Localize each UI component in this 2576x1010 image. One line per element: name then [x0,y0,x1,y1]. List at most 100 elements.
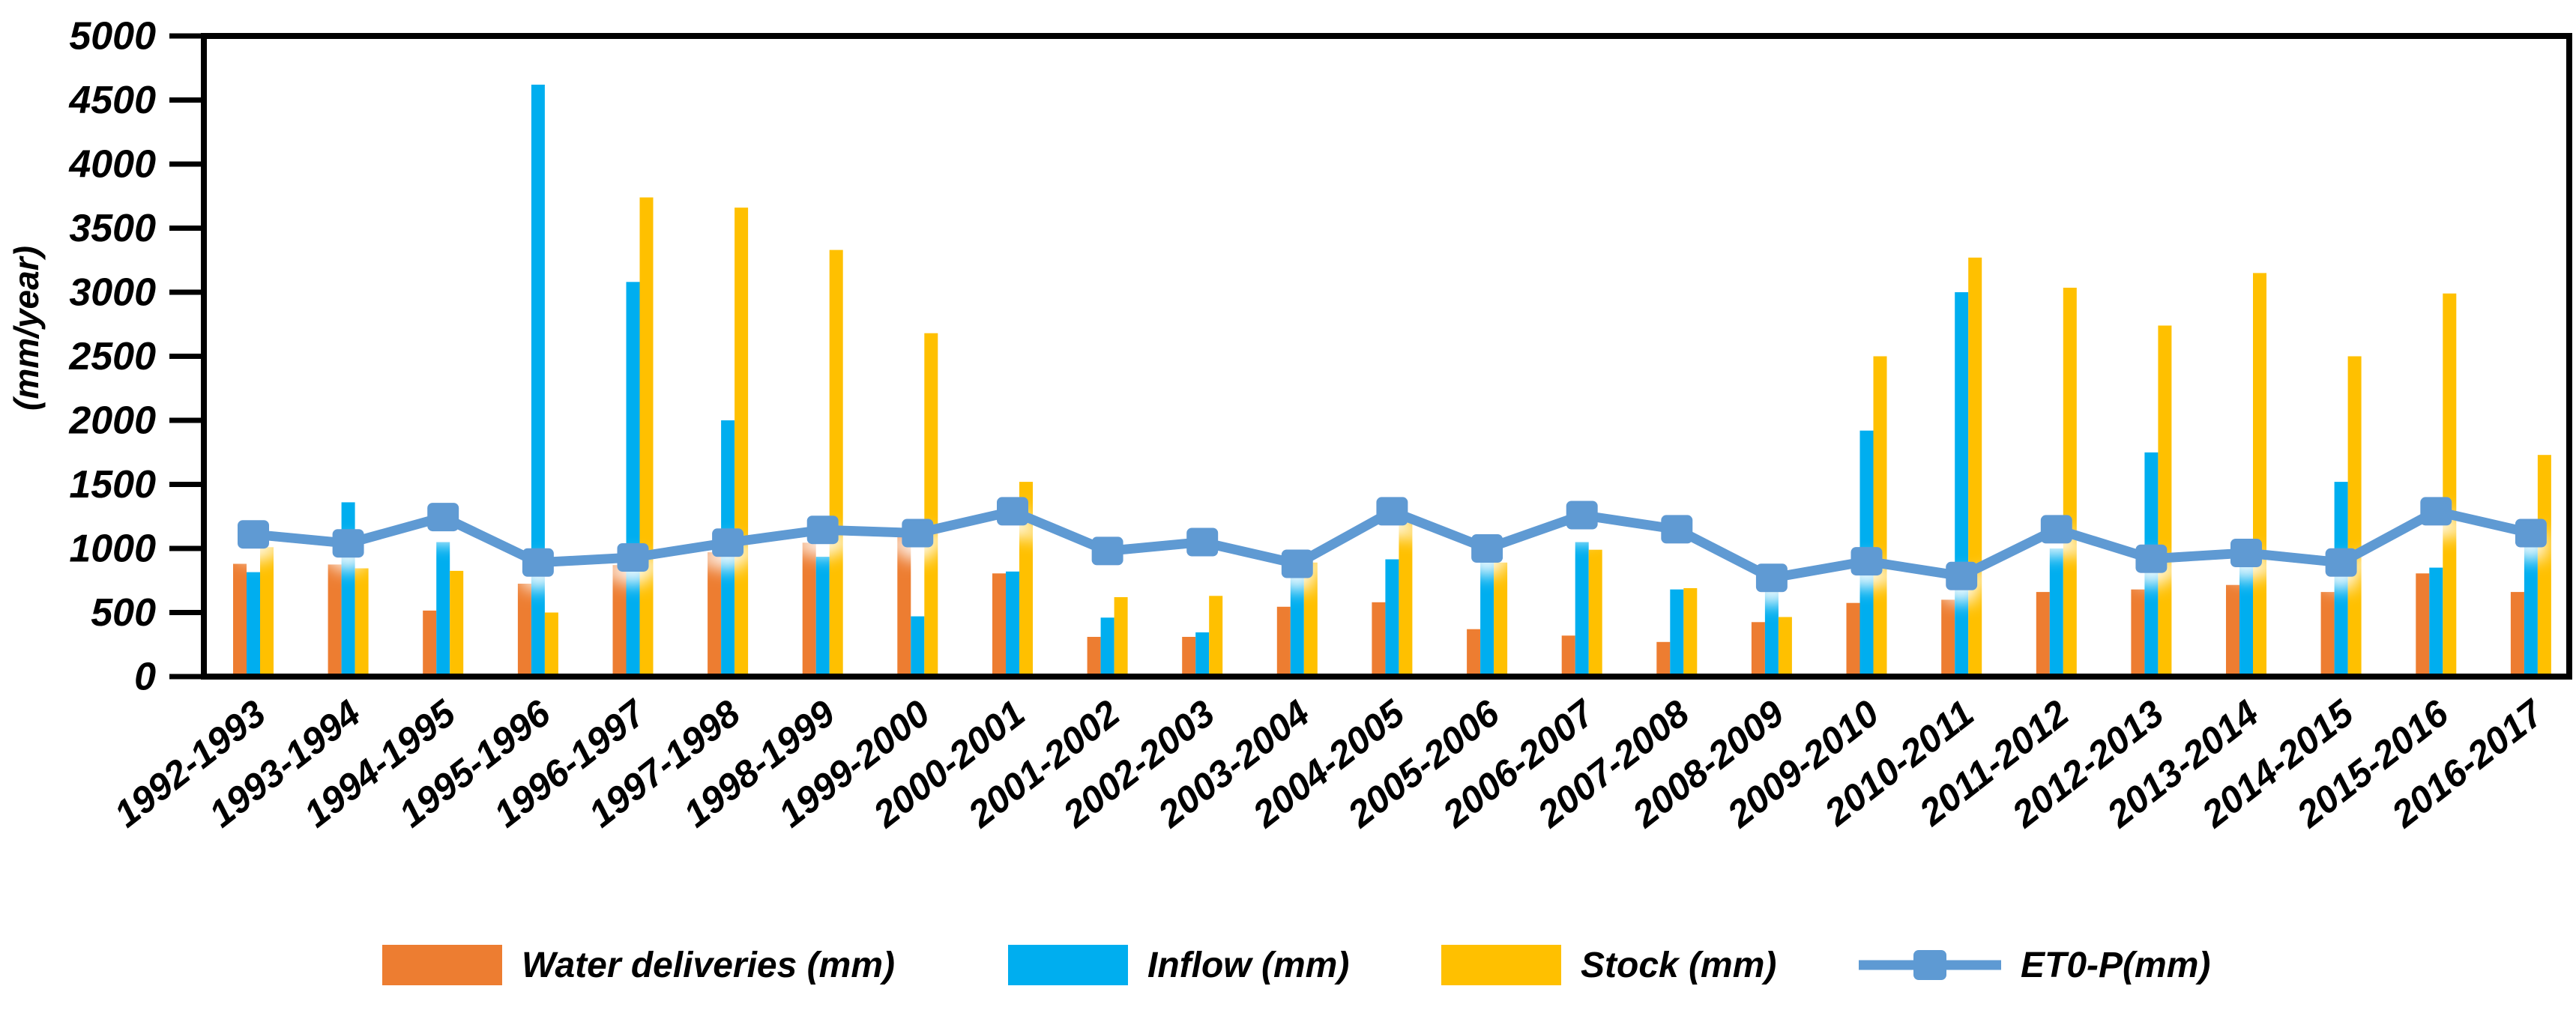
bar-stock-2010-2011 [1968,257,1982,677]
y-tick-label-3500: 3500 [69,207,156,250]
bar-stock-1997-1998 [735,208,749,677]
y-tick-label-4000: 4000 [68,143,156,187]
bar-water-2014-2015 [2320,592,2335,677]
y-tick-label-0: 0 [134,656,156,699]
bar-stock-1995-1996 [544,612,558,677]
y-tick-label-1000: 1000 [69,527,156,571]
bar-stock-1993-1994 [355,568,369,677]
et0p-marker-2013-2014 [2230,539,2262,567]
line-layer [238,497,2547,593]
et0p-marker-2000-2001 [997,497,1028,526]
bar-stock-1992-1993 [260,547,274,677]
et0p-marker-1996-1997 [617,543,649,572]
et0p-marker-2011-2012 [2040,515,2072,544]
y-tick-label-2500: 2500 [68,335,156,378]
et0p-marker-2014-2015 [2325,548,2357,577]
legend-label: Stock (mm) [1581,945,1777,985]
legend-swatch-icon [1441,945,1561,985]
bar-stock-2016-2017 [2537,455,2551,677]
bar-inflow-1993-1994 [341,502,355,677]
et0p-marker-2006-2007 [1566,501,1598,530]
bar-water-1995-1996 [517,584,531,677]
et0p-marker-2010-2011 [1946,561,1978,590]
bar-inflow-2014-2015 [2334,482,2348,677]
bars-layer [233,85,2551,677]
bar-stock-2005-2006 [1494,562,1508,677]
bar-inflow-1994-1995 [436,542,450,677]
y-axis-title-text: (mm/year) [7,246,46,411]
bar-stock-1999-2000 [924,333,938,677]
bar-stock-1996-1997 [639,197,654,677]
bar-stock-2000-2001 [1019,482,1033,677]
y-axis: 0 500 1000 1500 2000 2500 3000 3500 4000 4500 5000 [68,15,201,699]
bar-water-2010-2011 [1941,599,1955,677]
et0p-marker-1994-1995 [427,503,459,532]
bar-water-2009-2010 [1846,602,1860,677]
bar-water-2015-2016 [2416,573,2430,677]
x-axis: 1992-19931993-19941994-19951995-19961996… [106,691,2553,835]
bar-stock-2009-2010 [1873,356,1887,677]
et0p-marker-2001-2002 [1091,536,1123,566]
legend-swatch-icon [1008,945,1128,985]
bar-water-2013-2014 [2226,584,2239,677]
bar-stock-2014-2015 [2347,356,2362,677]
bar-inflow-2005-2006 [1480,556,1494,677]
plot-border [201,33,2572,680]
bar-inflow-2002-2003 [1195,632,1210,677]
bar-inflow-2010-2011 [1955,292,1969,677]
bar-water-2001-2002 [1087,637,1101,677]
bar-water-1994-1995 [423,610,437,677]
legend-item-et0-p(mm): ET0-P(mm) [1859,935,2210,995]
bar-inflow-1996-1997 [626,282,640,677]
bar-inflow-2001-2002 [1100,617,1114,677]
bar-stock-2006-2007 [1588,549,1602,677]
legend-swatch-icon [382,945,502,985]
bar-stock-2001-2002 [1114,597,1128,677]
bar-stock-2011-2012 [2063,288,2077,677]
y-tick-label-500: 500 [91,591,156,635]
bar-inflow-2016-2017 [2524,544,2538,677]
bar-inflow-1999-2000 [911,616,925,677]
et0p-marker-2007-2008 [1661,515,1693,544]
bar-inflow-2003-2004 [1290,576,1304,677]
bar-stock-2004-2005 [1399,515,1413,677]
et0p-marker-2008-2009 [1755,563,1788,593]
et0p-marker-2012-2013 [2135,544,2168,573]
bar-water-1992-1993 [233,563,247,677]
et0p-marker-2002-2003 [1186,527,1219,557]
legend-item-inflow: Inflow (mm) [1008,935,1349,995]
bar-inflow-2008-2009 [1764,587,1779,677]
legend-label: Inflow (mm) [1147,945,1350,985]
bar-water-1999-2000 [897,536,911,677]
et0p-marker-2009-2010 [1850,547,1883,576]
bar-stock-2012-2013 [2158,325,2172,677]
legend-label: Water deliveries (mm) [522,945,895,985]
bar-stock-2013-2014 [2253,273,2266,677]
bar-inflow-2015-2016 [2429,567,2443,677]
bar-water-2000-2001 [992,573,1006,677]
bar-stock-1994-1995 [450,570,464,677]
et0p-marker-1999-2000 [902,518,934,548]
et0p-marker-1993-1994 [332,529,364,558]
bar-inflow-1998-1999 [815,557,830,677]
y-tick-label-5000: 5000 [69,15,156,58]
y-tick-label-4500: 4500 [68,79,156,122]
bar-stock-2015-2016 [2443,293,2457,677]
bar-inflow-2007-2008 [1670,589,1684,677]
bar-water-2003-2004 [1276,606,1291,677]
bar-water-2008-2009 [1751,622,1765,677]
y-tick-label-1500: 1500 [69,463,156,506]
bar-stock-2003-2004 [1303,562,1318,677]
legend-label: ET0-P(mm) [2021,945,2211,985]
bar-water-2011-2012 [2036,592,2050,677]
et0p-marker-1995-1996 [522,548,554,577]
et0p-marker-1992-1993 [238,520,269,549]
bar-inflow-2011-2012 [2049,548,2063,677]
legend-item-stock: Stock (mm) [1441,935,1776,995]
bar-inflow-1992-1993 [247,572,260,677]
bar-inflow-2004-2005 [1385,559,1399,677]
bar-water-2006-2007 [1561,635,1575,677]
bar-inflow-2000-2001 [1006,571,1019,677]
et0p-marker-2015-2016 [2420,497,2452,526]
